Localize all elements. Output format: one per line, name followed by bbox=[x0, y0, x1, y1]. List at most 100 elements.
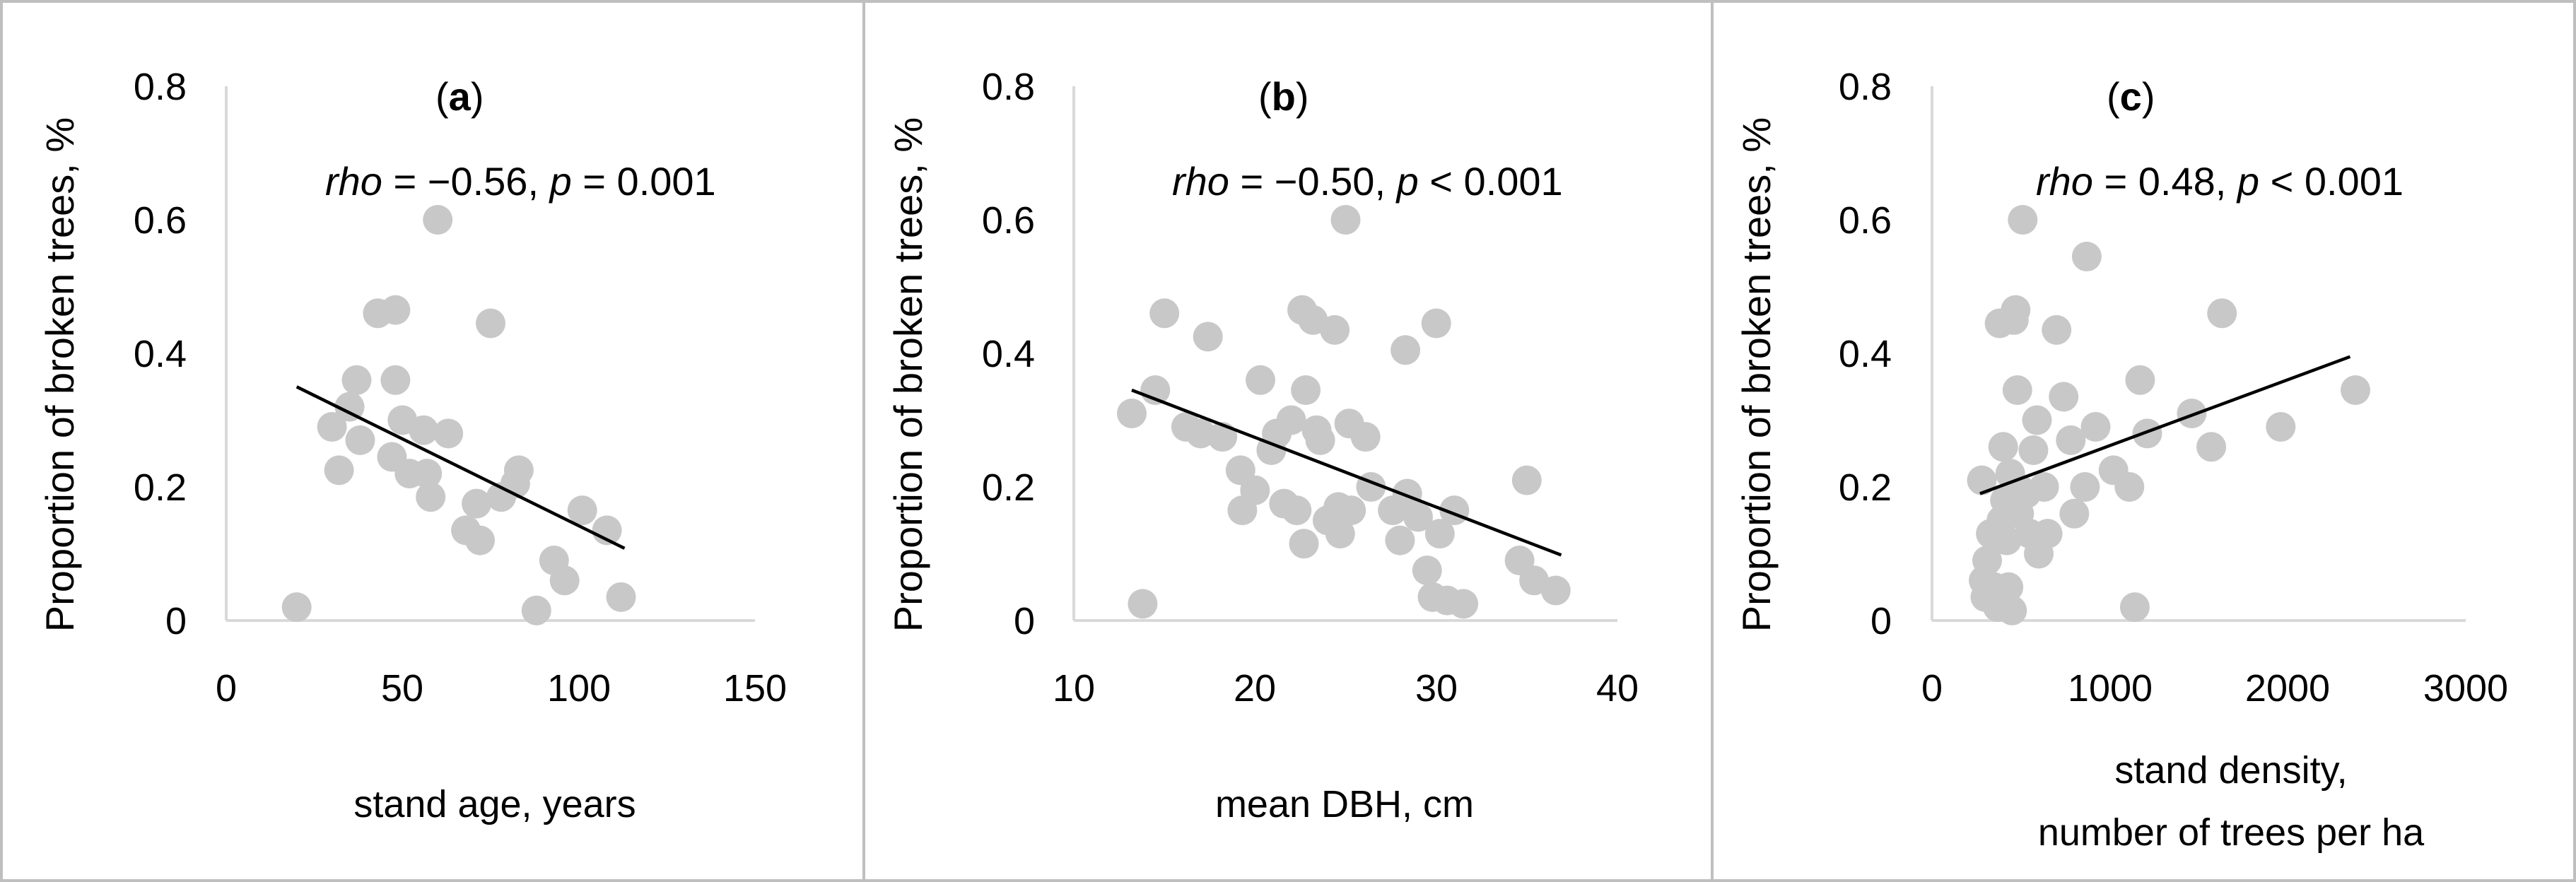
panel-label: (a) bbox=[435, 74, 484, 119]
data-point bbox=[380, 365, 411, 395]
data-point bbox=[1421, 308, 1451, 339]
x-tick-label: 100 bbox=[547, 667, 611, 710]
data-point bbox=[1336, 495, 1366, 526]
x-tick-label: 2000 bbox=[2245, 667, 2330, 710]
data-point bbox=[1128, 589, 1158, 619]
data-point bbox=[2059, 498, 2090, 529]
trendline bbox=[1979, 355, 2351, 495]
y-axis-title: Proportion of broken trees, % bbox=[886, 117, 930, 632]
data-point bbox=[549, 565, 580, 596]
p-value: < 0.001 bbox=[1419, 159, 1563, 204]
data-point bbox=[2177, 399, 2207, 428]
data-point bbox=[465, 525, 495, 555]
y-tick-label: 0.8 bbox=[982, 66, 1035, 108]
data-point bbox=[2119, 592, 2150, 623]
x-tick-label: 50 bbox=[381, 667, 423, 710]
data-point bbox=[1240, 475, 1270, 505]
x-tick-label: 30 bbox=[1415, 667, 1458, 710]
data-point bbox=[1511, 465, 1542, 495]
y-tick-label: 0 bbox=[1014, 600, 1035, 642]
data-point bbox=[1193, 322, 1223, 352]
p-symbol: p bbox=[1395, 159, 1419, 204]
rho-value: = −0.56, bbox=[382, 159, 550, 204]
data-point bbox=[317, 412, 347, 442]
data-point bbox=[2114, 472, 2145, 502]
data-point bbox=[2001, 295, 2031, 325]
x-tick-label: 40 bbox=[1596, 667, 1639, 710]
x-tick-label: 0 bbox=[1921, 667, 1943, 710]
data-point bbox=[345, 425, 375, 455]
data-point bbox=[476, 308, 505, 339]
rho-symbol: rho bbox=[325, 159, 382, 204]
rho-symbol: rho bbox=[2036, 159, 2093, 204]
data-point bbox=[2018, 435, 2049, 465]
p-symbol: p bbox=[549, 159, 572, 204]
data-point bbox=[2207, 298, 2237, 329]
data-points bbox=[1967, 205, 2370, 625]
y-tick-label: 0.2 bbox=[1839, 466, 1892, 509]
data-point bbox=[1424, 519, 1455, 549]
panel-label: (b) bbox=[1258, 74, 1309, 119]
data-point bbox=[567, 495, 597, 526]
panel-c: Proportion of broken trees, % 0 0.2 0.4 … bbox=[1734, 66, 2508, 854]
rho-value: = 0.48, bbox=[2093, 159, 2237, 204]
data-point bbox=[2266, 412, 2296, 442]
y-tick-label: 0.4 bbox=[134, 333, 187, 375]
data-point bbox=[412, 459, 443, 489]
data-point bbox=[1392, 478, 1422, 509]
data-point bbox=[1330, 205, 1361, 235]
correlation-annotation: rho = −0.56, p = 0.001 bbox=[325, 159, 716, 204]
rho-symbol: rho bbox=[1172, 159, 1229, 204]
data-point bbox=[416, 482, 446, 512]
data-point bbox=[2022, 405, 2052, 435]
data-point bbox=[341, 365, 372, 395]
data-point bbox=[1246, 365, 1275, 395]
y-tick-label: 0.4 bbox=[982, 333, 1035, 375]
data-point bbox=[1305, 425, 1335, 455]
data-point bbox=[1149, 298, 1180, 329]
data-points bbox=[1117, 205, 1571, 619]
correlation-annotation: rho = −0.50, p < 0.001 bbox=[1172, 159, 1563, 204]
data-point bbox=[2042, 314, 2072, 345]
data-point bbox=[1289, 529, 1319, 559]
data-point bbox=[521, 595, 551, 625]
data-point bbox=[2056, 425, 2086, 455]
p-value: = 0.001 bbox=[572, 159, 716, 204]
data-point bbox=[1967, 465, 1997, 495]
y-axis-title: Proportion of broken trees, % bbox=[1734, 117, 1779, 632]
data-point bbox=[1972, 546, 2002, 575]
y-tick-label: 0.8 bbox=[134, 66, 187, 108]
data-point bbox=[1385, 525, 1415, 555]
data-point bbox=[1325, 519, 1355, 549]
panel-a: Proportion of broken trees, % 0 0.2 0.4 … bbox=[37, 66, 787, 825]
data-point bbox=[1282, 495, 1312, 526]
panel-b: Proportion of broken trees, % 0 0.2 0.4 … bbox=[886, 66, 1639, 825]
data-point bbox=[1994, 572, 2024, 602]
data-point bbox=[433, 418, 464, 449]
data-point bbox=[1448, 589, 1479, 619]
data-point bbox=[1117, 399, 1147, 428]
x-tick-label: 3000 bbox=[2423, 667, 2508, 710]
x-tick-label: 10 bbox=[1053, 667, 1095, 710]
data-point bbox=[423, 205, 453, 235]
data-point bbox=[1412, 555, 1442, 586]
y-axis-title: Proportion of broken trees, % bbox=[37, 117, 82, 632]
data-point bbox=[606, 582, 636, 612]
data-point bbox=[409, 415, 439, 445]
data-point bbox=[2080, 412, 2111, 442]
data-point bbox=[2132, 418, 2162, 449]
trendline bbox=[1131, 388, 1562, 557]
data-point bbox=[1997, 595, 2027, 625]
data-point bbox=[1276, 405, 1306, 435]
data-point bbox=[2071, 242, 2102, 271]
data-point bbox=[324, 455, 354, 486]
data-point bbox=[1185, 418, 1216, 449]
x-tick-label: 150 bbox=[723, 667, 787, 710]
data-point bbox=[1320, 314, 1350, 345]
x-tick-label: 0 bbox=[216, 667, 237, 710]
data-point bbox=[1991, 525, 2022, 555]
y-tick-label: 0.4 bbox=[1839, 333, 1892, 375]
x-tick-label: 20 bbox=[1234, 667, 1276, 710]
panel-letter: a bbox=[449, 74, 472, 119]
